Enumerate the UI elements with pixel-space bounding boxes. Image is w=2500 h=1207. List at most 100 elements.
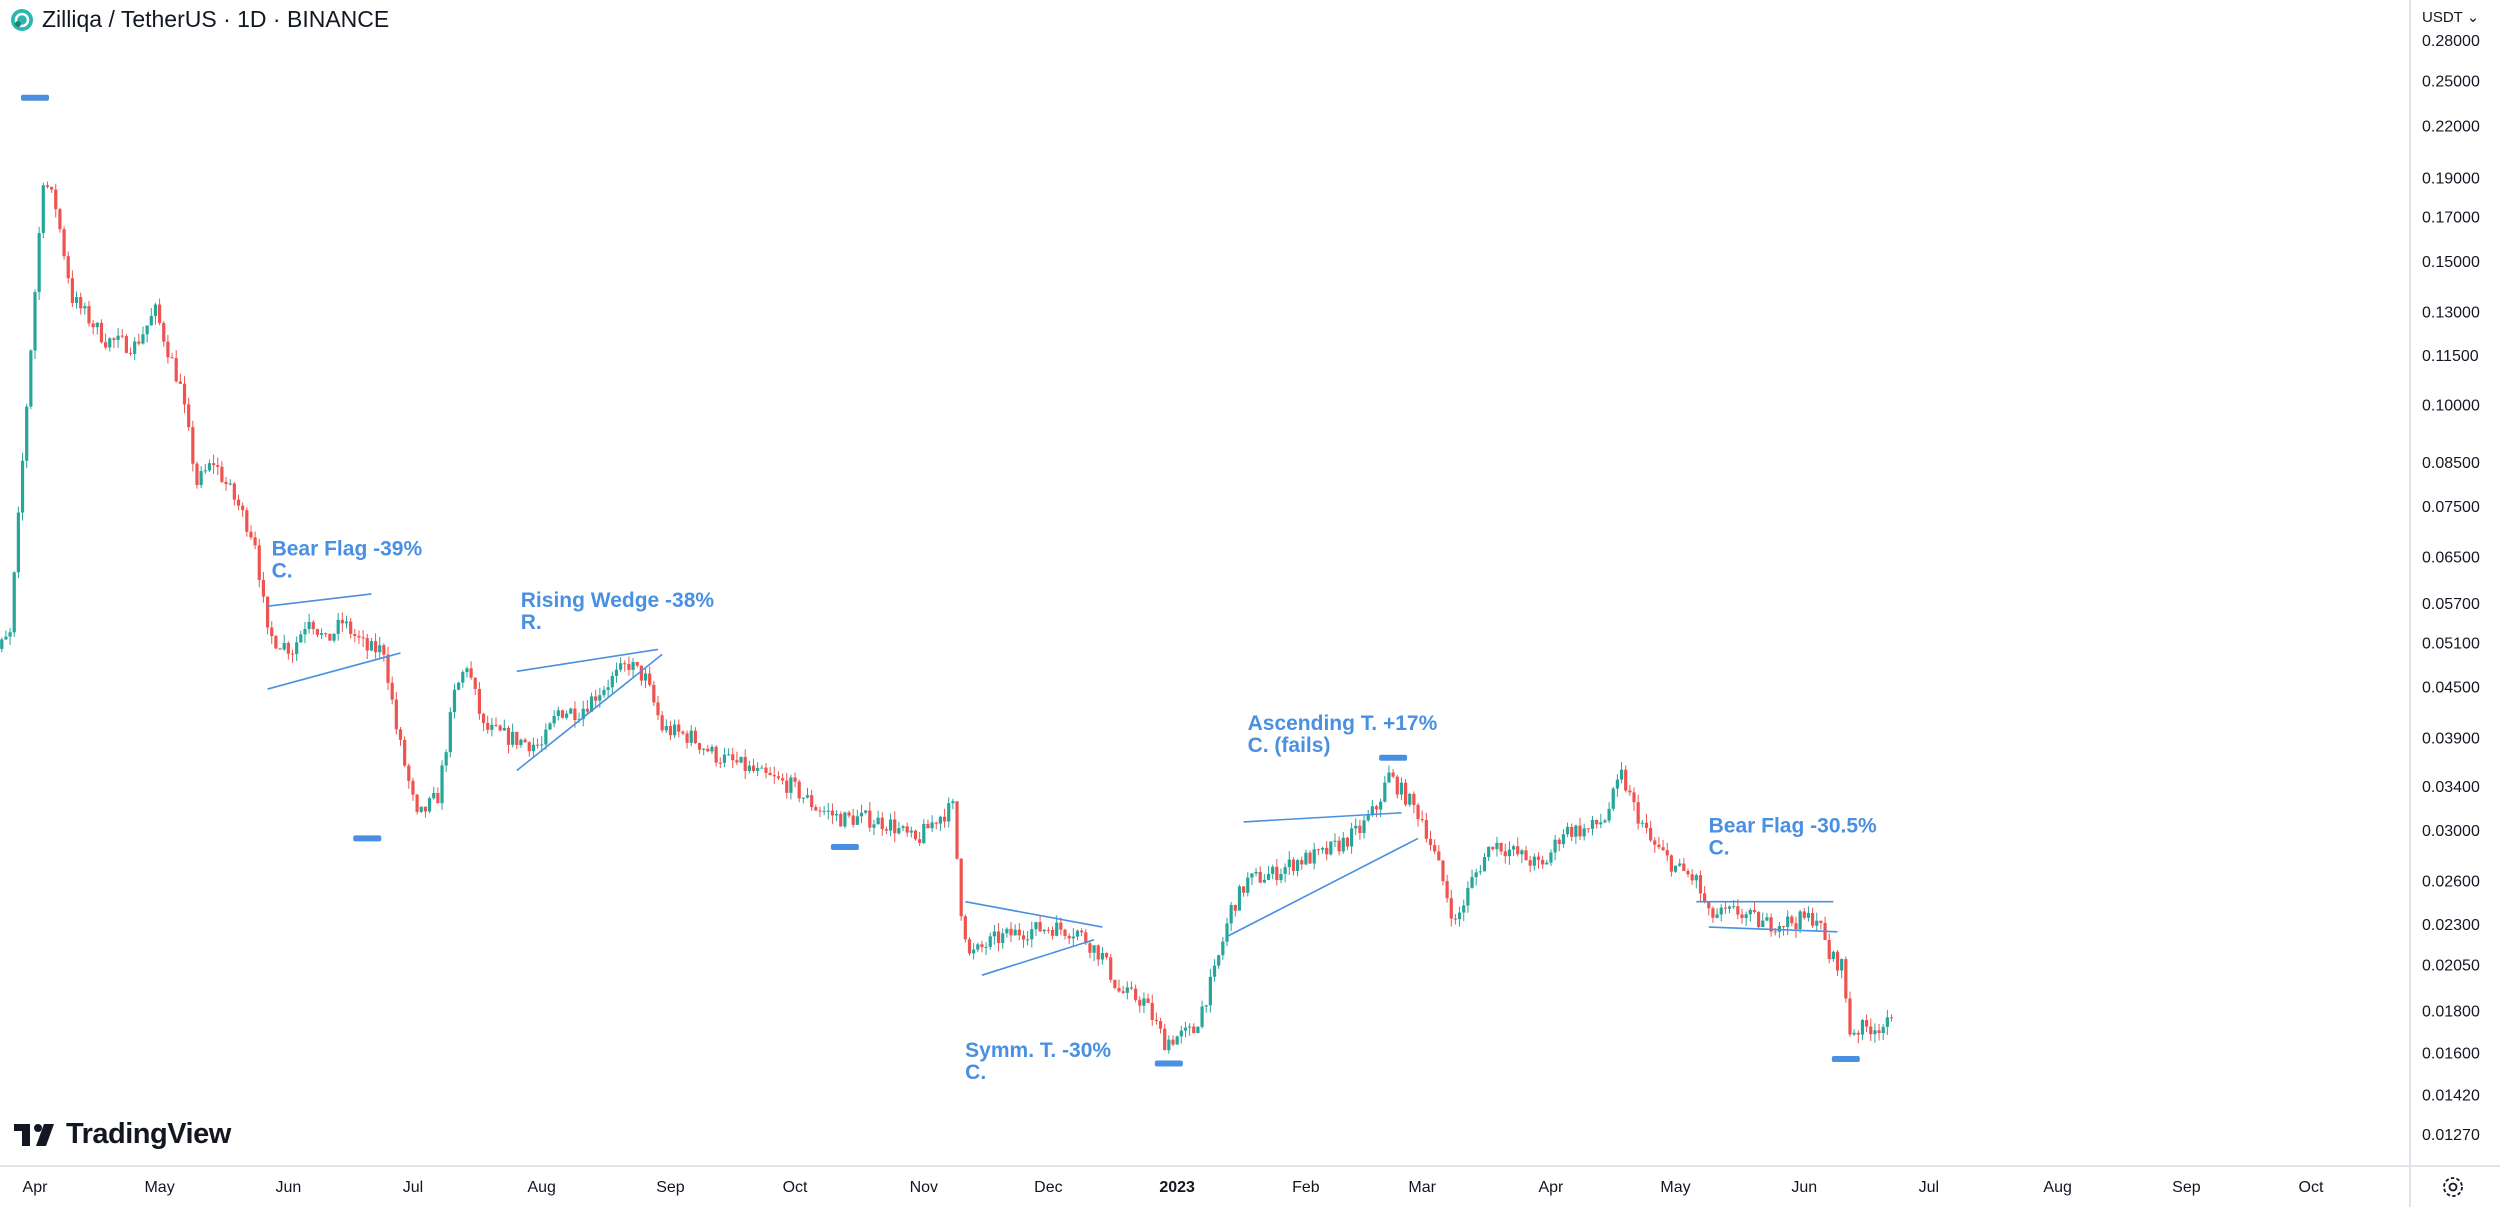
candle-body (955, 801, 959, 859)
bear-flag-1-annotation[interactable]: Bear Flag -39% C. (272, 538, 423, 583)
candle (1445, 874, 1449, 903)
candle (1827, 933, 1831, 964)
candle (33, 289, 37, 359)
candle-body (905, 826, 909, 833)
currency-selector[interactable]: USDT ⌄ (2422, 8, 2479, 26)
candle-body (45, 185, 50, 187)
candle-body (569, 708, 573, 714)
candle-body (1815, 920, 1819, 926)
candle (805, 787, 810, 799)
bear-flag-2-annotation[interactable]: Bear Flag -30.5% C. (1709, 814, 1877, 859)
ascending-triangle-lower-line[interactable] (1226, 837, 1419, 938)
candle-body (1408, 793, 1412, 805)
marker-high-feb-2023[interactable] (1379, 754, 1408, 761)
pivot-markers-layer (21, 94, 1860, 1067)
candle-body (444, 752, 448, 766)
candle-body (477, 688, 482, 714)
candle (1312, 842, 1316, 870)
gear-icon[interactable] (2440, 1174, 2466, 1200)
candle-body (195, 463, 199, 486)
time-tick-label: Aug (527, 1179, 555, 1196)
candle (527, 741, 531, 757)
candle (1781, 925, 1786, 936)
time-tick-label: Sep (656, 1179, 685, 1196)
candle (1798, 909, 1802, 934)
candle (1005, 927, 1009, 938)
candle-body (1100, 952, 1104, 960)
chart-header: Zilliqa / TetherUS · 1D · BINANCE (10, 6, 389, 33)
candle (1586, 828, 1590, 833)
candle (731, 747, 735, 769)
candle-body (1553, 839, 1557, 853)
candle (830, 803, 835, 825)
candle-body (756, 768, 760, 771)
candle-body (847, 812, 851, 816)
candle (1624, 765, 1628, 793)
rising-wedge-lower-line[interactable] (516, 653, 663, 772)
marker-low-jun-2022[interactable] (353, 835, 382, 842)
candle (1495, 836, 1499, 857)
candle-body (1482, 857, 1487, 872)
tradingview-brand[interactable]: TradingView (14, 1118, 231, 1151)
candle (1329, 841, 1333, 856)
candle-body (855, 816, 859, 825)
candle (1403, 778, 1408, 807)
symm-triangle-upper-line[interactable] (965, 900, 1103, 928)
candle-body (1154, 1019, 1158, 1022)
candle-body (58, 209, 62, 230)
candle (1325, 841, 1329, 861)
candle (1549, 849, 1553, 866)
bear-flag-2-lower-line[interactable] (1708, 926, 1838, 933)
time-tick-label: Aug (2043, 1179, 2071, 1196)
candle (1644, 814, 1649, 834)
candle (1657, 836, 1661, 850)
rising-wedge-annotation[interactable]: Rising Wedge -38% R. (521, 589, 715, 634)
candle (1229, 901, 1233, 932)
candle-body (1403, 782, 1408, 805)
marker-low-dec-2022[interactable] (1154, 1060, 1183, 1067)
bear-flag-1-lower-line[interactable] (267, 652, 401, 690)
candle-body (1649, 827, 1653, 841)
marker-low-jun-2023[interactable] (1831, 1056, 1860, 1063)
candle-body (726, 754, 731, 756)
rising-wedge-upper-line[interactable] (516, 648, 659, 673)
candle-body (70, 278, 74, 303)
candle (544, 723, 548, 750)
symm-triangle-lower-line[interactable] (981, 938, 1095, 976)
time-axis[interactable]: Apr May Jun Jul Aug Sep Oct Nov Dec 2023 Feb Mar Apr… (23, 1179, 2324, 1196)
candle (793, 772, 797, 788)
candle (1146, 993, 1150, 1003)
candle-body (1578, 825, 1582, 837)
candle-body (369, 641, 374, 651)
candle-body (1416, 804, 1420, 820)
candle-body (1212, 965, 1217, 977)
candle-body (780, 778, 785, 781)
candle (398, 726, 403, 746)
candle (1611, 786, 1615, 812)
candle-body (614, 669, 619, 676)
candle-body (1084, 932, 1088, 944)
candle-body (1441, 860, 1445, 882)
candle (959, 858, 963, 921)
bear-flag-1-upper-line[interactable] (267, 593, 372, 607)
candle-body (1752, 909, 1757, 913)
candle-body (1271, 866, 1275, 874)
ascending-triangle-annotation[interactable]: Ascending T. +17% C. (fails) (1248, 712, 1438, 757)
marker-high-apr-2022[interactable] (21, 94, 49, 101)
candle (689, 725, 693, 747)
price-axis[interactable]: 0.28000 0.25000 0.22000 0.19000 0.17000 0.150… (2422, 33, 2480, 1144)
candle-body (16, 512, 20, 573)
candle-body (1632, 792, 1636, 803)
candle-body (328, 633, 332, 641)
candle-body (220, 466, 224, 482)
candle-body (1013, 929, 1017, 936)
marker-low-oct-2022[interactable] (830, 843, 859, 850)
candle (677, 719, 681, 738)
candle (614, 662, 619, 683)
symm-triangle-annotation[interactable]: Symm. T. -30% C. (965, 1039, 1111, 1084)
candle (1698, 870, 1703, 902)
price-tick-label: 0.03000 (2422, 823, 2480, 840)
candle-body (963, 916, 967, 940)
ascending-triangle-upper-line[interactable] (1243, 812, 1402, 823)
